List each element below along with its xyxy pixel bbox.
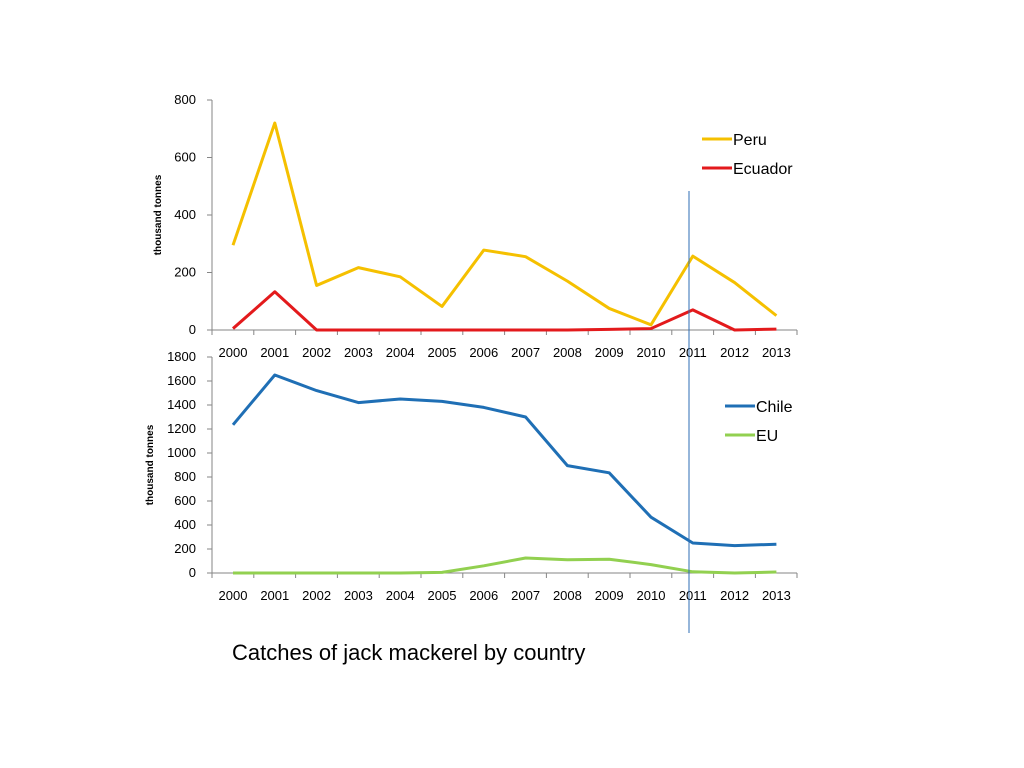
chart-2: 0 200 400 600 800 1000 1200 1400 1600 1800 2000 200… — [145, 349, 798, 603]
x-tick-label: 2011 — [679, 588, 707, 603]
y-tick-label: 0 — [189, 565, 196, 580]
y-tick-label: 1600 — [167, 373, 196, 388]
x-tick-label: 2005 — [428, 588, 457, 603]
series-line-ecuador — [232, 290, 777, 332]
x-tick-label: 2009 — [595, 588, 624, 603]
x-tick-label: 2006 — [469, 588, 498, 603]
x-tick-label: 2009 — [595, 345, 624, 360]
series-line-eu — [233, 556, 777, 575]
y-tick-label: 1200 — [167, 421, 196, 436]
y-tick-label: 1800 — [167, 349, 196, 364]
x-tick-label: 2003 — [344, 345, 373, 360]
y-tick-label: 1400 — [167, 397, 196, 412]
x-tick-label: 2013 — [762, 588, 791, 603]
x-tick-label: 2010 — [637, 588, 666, 603]
y-tick-label: 600 — [174, 493, 196, 508]
x-tick-label: 2007 — [511, 345, 540, 360]
legend-label-chile: Chile — [756, 399, 793, 416]
y-tick-label: 200 — [174, 541, 196, 556]
y-tick-label: 800 — [174, 469, 196, 484]
legend-label-eu: EU — [756, 428, 778, 445]
x-tick-label: 2002 — [302, 345, 331, 360]
y-tick-label: 800 — [174, 92, 196, 107]
y-tick-label: 400 — [174, 207, 196, 222]
x-tick-label: 2011 — [679, 345, 707, 360]
x-tick-label: 2010 — [637, 345, 666, 360]
y-axis-label: thousand tonnes — [145, 424, 156, 505]
x-tick-label: 2000 — [219, 588, 248, 603]
x-tick-label: 2003 — [344, 588, 373, 603]
y-tick-label: 200 — [174, 265, 196, 280]
figure-caption: Catches of jack mackerel by country — [232, 640, 586, 665]
x-tick-label: 2012 — [720, 345, 749, 360]
x-tick-label: 2004 — [386, 588, 415, 603]
legend-label-ecuador: Ecuador — [733, 161, 793, 178]
x-tick-label: 2004 — [386, 345, 415, 360]
series-line-chile — [231, 373, 777, 548]
y-tick-label: 400 — [174, 517, 196, 532]
y-tick-label: 0 — [189, 322, 196, 337]
series-line-peru — [231, 121, 778, 327]
y-tick-label: 600 — [174, 150, 196, 165]
y-axis-label: thousand tonnes — [153, 174, 164, 255]
x-tick-label: 2001 — [260, 588, 289, 603]
x-tick-label: 2000 — [219, 345, 248, 360]
y-tick-label: 1000 — [167, 445, 196, 460]
x-tick-label: 2001 — [260, 345, 289, 360]
x-tick-label: 2007 — [511, 588, 540, 603]
x-tick-label: 2002 — [302, 588, 331, 603]
x-tick-label: 2008 — [553, 588, 582, 603]
x-tick-label: 2006 — [469, 345, 498, 360]
chart-1: 0 200 400 600 800 2000 2001 2002 2003 2004 2005 200… — [153, 92, 798, 360]
x-tick-label: 2005 — [428, 345, 457, 360]
legend-label-peru: Peru — [733, 132, 767, 149]
x-tick-label: 2012 — [720, 588, 749, 603]
x-tick-label: 2013 — [762, 345, 791, 360]
x-tick-label: 2008 — [553, 345, 582, 360]
